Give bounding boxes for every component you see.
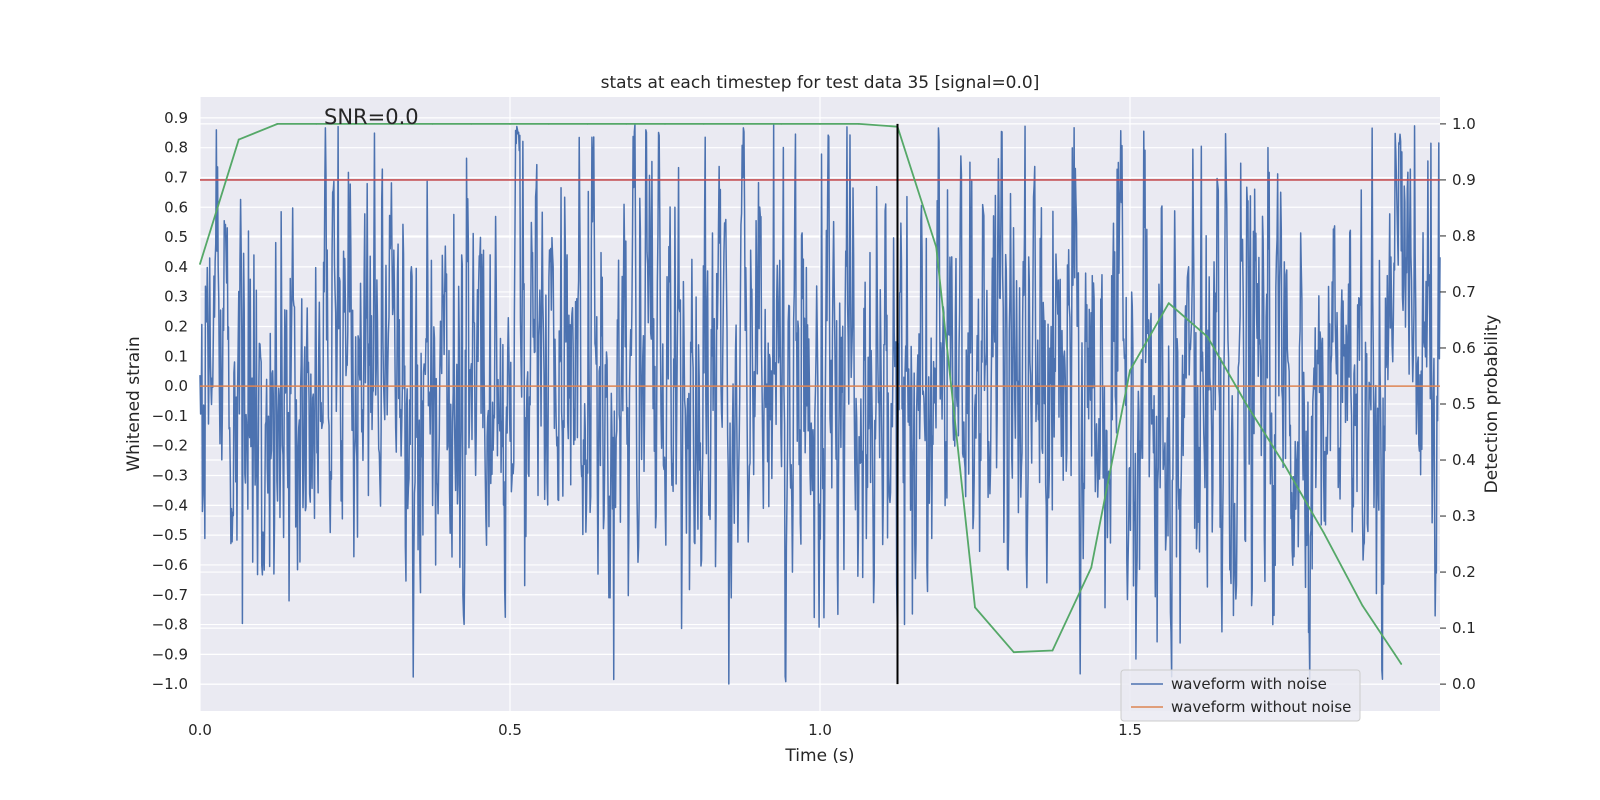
y-axis-label-right: Detection probability [1482,315,1502,494]
y-left-tick-label: −0.5 [152,526,188,544]
detection-probability-point [857,122,860,125]
x-ticks: 0.0 0.5 1.0 1.5 [188,721,1142,739]
detection-probability-point [1051,649,1054,652]
detection-probability-point [974,606,976,609]
detection-probability-point [780,122,783,125]
y-right-ticks: 1.0 0.9 0.8 0.7 0.6 0.5 0.4 0.3 0.2 0.1 0.0 [1440,115,1476,693]
detection-probability-point [1206,335,1209,338]
y-right-tick-label: 0.3 [1452,507,1476,525]
chart-title: stats at each timestep for test data 35 … [601,73,1040,93]
y-left-ticks: 0.9 0.8 0.7 0.6 0.5 0.4 0.3 0.2 0.1 0.0 −0.1 −0.2 −0… [152,109,188,693]
detection-probability-point [702,122,705,125]
y-left-tick-label: −0.7 [152,586,188,604]
detection-probability-point [547,122,550,125]
y-left-tick-label: 0.1 [164,347,188,365]
y-right-tick-label: 0.4 [1452,451,1476,469]
y-right-tick-label: 0.7 [1452,283,1476,301]
legend-box [1120,669,1361,722]
y-left-tick-label: −0.6 [152,556,188,574]
detection-probability-point [935,246,938,249]
series-detection-probability [199,122,1402,665]
x-tick-label: 1.0 [808,721,832,739]
detection-probability-point [237,138,240,141]
y-left-tick-label: −0.8 [152,616,188,634]
detection-probability-point [1012,651,1015,654]
legend-label-clean: waveform without noise [1171,698,1351,716]
legend: waveform with noise waveform without noi… [1120,669,1361,722]
detection-probability-point [1167,302,1170,305]
detection-probability-point [431,122,434,125]
detection-probability-point [1284,464,1286,467]
y-right-tick-label: 0.9 [1452,171,1476,189]
x-axis-label: Time (s) [784,746,854,766]
detection-probability-point [1400,663,1403,665]
x-tick-label: 0.0 [188,721,212,739]
legend-label-noise: waveform with noise [1171,675,1327,693]
y-left-tick-label: 0.2 [164,318,188,336]
y-right-tick-label: 0.5 [1452,395,1476,413]
detection-probability-point [1245,403,1248,405]
detection-probability-point [315,122,318,125]
y-left-tick-label: 0.3 [164,288,188,306]
y-left-tick-label: 0.6 [164,198,188,216]
y-left-tick-label: −0.2 [152,437,188,455]
y-left-tick-label: 0.0 [164,377,188,395]
y-axis-label-left: Whitened strain [124,336,144,471]
x-tick-label: 0.5 [498,721,522,739]
detection-probability-point [470,122,473,125]
detection-probability-point [1361,604,1364,607]
y-left-tick-label: −0.1 [152,407,188,425]
y-right-tick-label: 0.0 [1452,675,1476,693]
detection-probability-point [1322,531,1325,534]
detection-probability-point [354,122,356,125]
y-right-tick-label: 1.0 [1452,115,1476,133]
detection-probability-point [664,122,666,125]
y-left-tick-label: −0.9 [152,645,188,663]
y-left-tick-label: 0.7 [164,168,188,186]
detection-probability-point [1090,566,1093,569]
y-left-tick-label: 0.9 [164,109,188,127]
y-left-tick-label: −0.3 [152,467,188,485]
detection-probability-point [819,122,821,125]
markers-layer [199,122,1403,685]
detection-probability-point [586,122,589,125]
detection-probability-point [392,122,395,125]
y-left-tick-label: −0.4 [152,496,188,514]
detection-probability-point [199,263,201,265]
series-waveform-with-noise [199,123,1441,685]
snr-annotation: SNR=0.0 [324,105,419,129]
y-right-tick-label: 0.2 [1452,563,1476,581]
x-tick-label: 1.5 [1118,721,1142,739]
detection-probability-point [741,122,744,125]
y-right-tick-label: 0.1 [1452,619,1476,637]
detection-probability-point [625,122,628,125]
series-layer [199,122,1441,685]
y-left-tick-label: 0.8 [164,139,188,157]
y-left-tick-label: 0.5 [164,228,188,246]
detection-probability-point [1129,369,1131,372]
detection-probability-point [509,122,511,125]
detection-probability-point [276,122,279,125]
y-right-tick-label: 0.6 [1452,339,1476,357]
y-left-tick-label: −1.0 [152,675,188,693]
y-left-tick-label: 0.4 [164,258,188,276]
y-right-tick-label: 0.8 [1452,227,1476,245]
